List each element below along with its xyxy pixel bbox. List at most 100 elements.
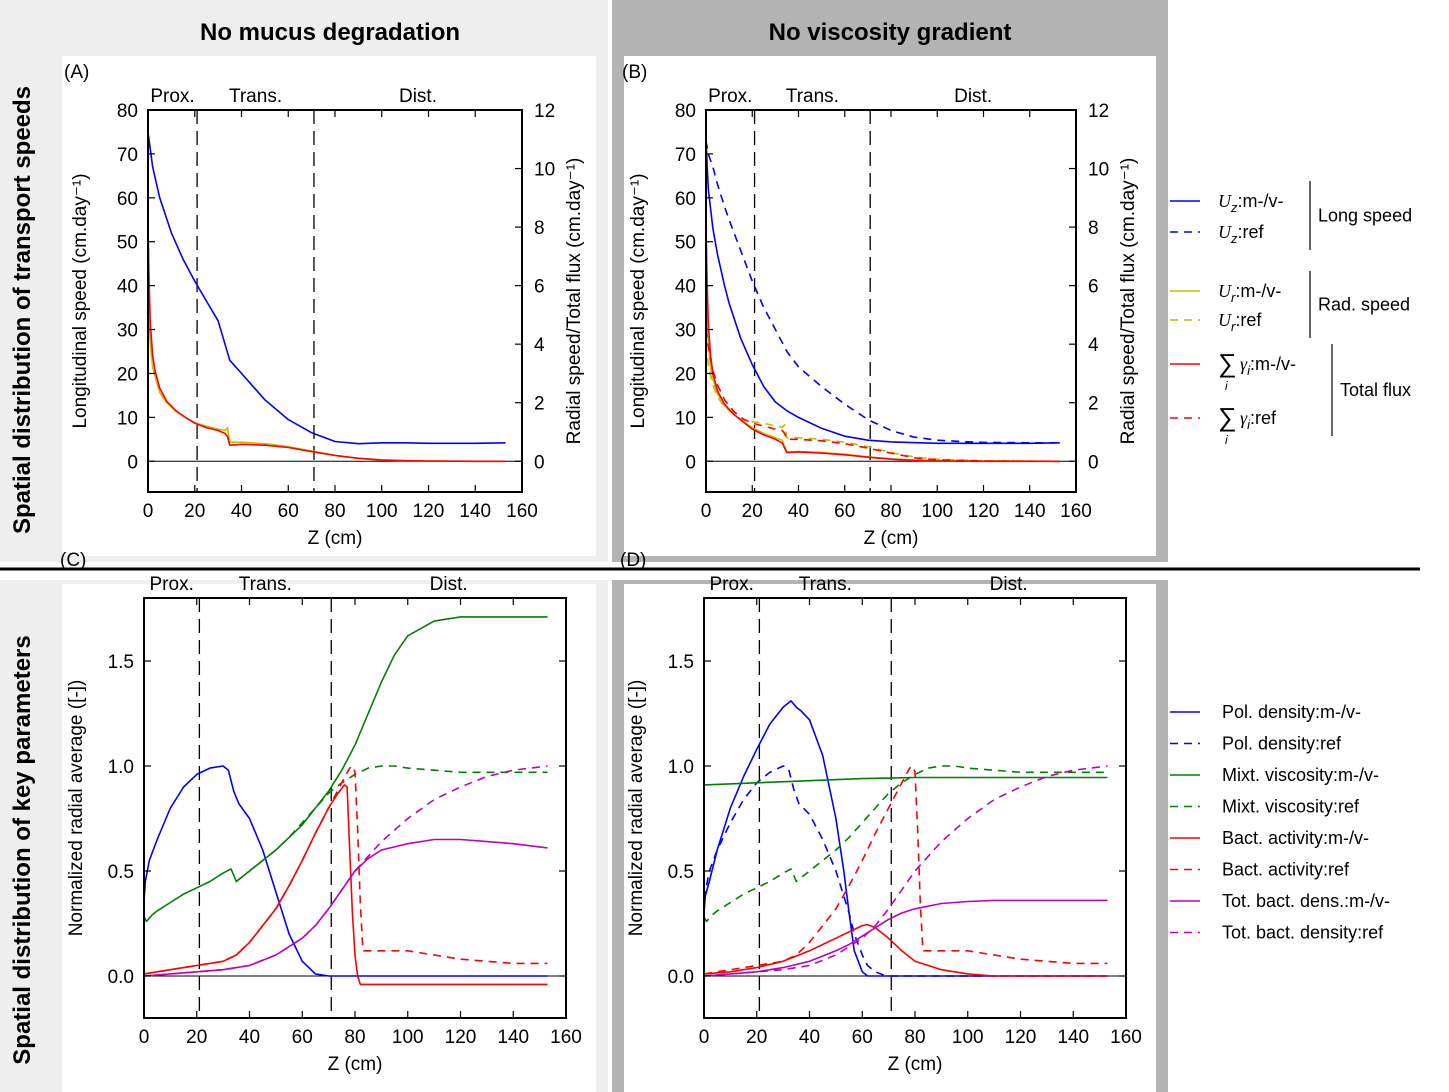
y-tick-label: 10	[675, 408, 696, 429]
y2-tick-label: 10	[534, 160, 555, 181]
x-tick-label: 120	[968, 501, 1000, 522]
x-tick-label: 120	[413, 501, 445, 522]
y2-tick-label: 12	[1088, 101, 1109, 122]
series-line	[703, 923, 1108, 977]
legend-entry: Mixt. viscosity:ref	[1170, 797, 1360, 817]
y-axis-label: Normalized radial average ([-])	[626, 680, 647, 937]
x-tick-label: 40	[231, 501, 252, 522]
y2-axis-label: Radial speed/Total flux (cm.day⁻¹)	[1118, 158, 1139, 445]
y-tick-label: 0	[685, 452, 696, 473]
series-line	[143, 765, 548, 977]
x-tick-label: 40	[239, 1027, 260, 1048]
x-tick-label: 0	[143, 501, 154, 522]
region-label: Prox.	[710, 574, 754, 595]
chart-b: Prox. Trans. Dist.(B)0 20 40 60 80 100 120 140 160…	[622, 62, 1139, 549]
y-tick-label: 80	[117, 101, 138, 122]
series-line	[703, 899, 1108, 977]
x-tick-label: 80	[344, 1027, 365, 1048]
y2-tick-label: 10	[1088, 160, 1109, 181]
y-tick-label: 40	[675, 277, 696, 298]
x-tick-label: 160	[506, 501, 538, 522]
y-tick-label: 1.5	[108, 652, 134, 673]
row-title-bottom: Spatial distribution of key parameters	[9, 635, 36, 1064]
series-line	[705, 227, 1060, 463]
panel-label: (B)	[622, 62, 647, 83]
x-tick-label: 60	[834, 501, 855, 522]
region-label: Prox.	[150, 86, 194, 107]
legend-group: Uz:m-/v- Uz:ref Long speed	[1170, 181, 1412, 250]
y2-tick-label: 8	[534, 218, 545, 239]
y-tick-label: 1.5	[668, 652, 694, 673]
x-tick-label: 80	[880, 501, 901, 522]
charts: Prox. Trans. Dist.(A)0 20 40 60 80 100 120 140 160…	[60, 62, 1142, 1075]
x-axis-label: Z (cm)	[308, 528, 363, 549]
y-tick-label: 0.5	[108, 862, 134, 883]
region-label: Prox.	[150, 574, 194, 595]
legend-sum-symbol: ∑	[1218, 402, 1237, 432]
y-tick-label: 1.0	[108, 757, 134, 778]
y-axis-label: Longitudinal speed (cm.day⁻¹)	[628, 173, 649, 428]
y2-tick-label: 2	[534, 394, 545, 415]
series-line	[703, 700, 1108, 977]
series-line	[147, 131, 506, 445]
legend-group: Ur:m-/v- Ur:ref Rad. speed	[1170, 271, 1410, 338]
legend-entry: Bact. activity:ref	[1170, 860, 1350, 880]
x-tick-label: 140	[1014, 501, 1046, 522]
region-label: Dist.	[990, 574, 1028, 595]
legend-entry-label: Mixt. viscosity:ref	[1222, 797, 1360, 817]
legend-entry-label: Uz:ref	[1218, 222, 1265, 246]
x-axis-label: Z (cm)	[888, 1054, 943, 1075]
y2-tick-label: 12	[534, 101, 555, 122]
y-tick-label: 60	[117, 189, 138, 210]
y-tick-label: 20	[117, 364, 138, 385]
panel-label: (A)	[64, 62, 89, 83]
legend-group-label: Long speed	[1318, 206, 1412, 226]
legend-entry-label: Bact. activity:ref	[1222, 860, 1350, 880]
legend-entry: Bact. activity:m-/v-	[1170, 828, 1369, 848]
region-label: Dist.	[430, 574, 468, 595]
y2-tick-label: 0	[1088, 452, 1099, 473]
x-tick-label: 40	[799, 1027, 820, 1048]
y2-tick-label: 6	[534, 277, 545, 298]
x-tick-label: 60	[852, 1027, 873, 1048]
y-tick-label: 50	[117, 233, 138, 254]
x-axis-label: Z (cm)	[328, 1054, 383, 1075]
series-line	[147, 227, 506, 463]
region-label: Prox.	[708, 86, 752, 107]
legend-entry-label: γi:ref	[1240, 408, 1277, 432]
x-tick-label: 120	[445, 1027, 477, 1048]
x-tick-label: 140	[1057, 1027, 1089, 1048]
region-label: Trans.	[799, 574, 852, 595]
legend-entry: Tot. bact. density:ref	[1170, 923, 1384, 943]
y-tick-label: 60	[675, 189, 696, 210]
legend-entry-label: Mixt. viscosity:m-/v-	[1222, 765, 1379, 785]
x-tick-label: 20	[186, 1027, 207, 1048]
legend-entry-label: Bact. activity:m-/v-	[1222, 828, 1369, 848]
y2-tick-label: 4	[1088, 335, 1099, 356]
x-tick-label: 160	[550, 1027, 582, 1048]
x-tick-label: 20	[746, 1027, 767, 1048]
legend-group-label: Rad. speed	[1318, 295, 1410, 315]
legend-sum-symbol: ∑	[1218, 348, 1237, 378]
y2-tick-label: 8	[1088, 218, 1099, 239]
x-tick-label: 140	[497, 1027, 529, 1048]
y2-tick-label: 0	[534, 452, 545, 473]
x-tick-label: 100	[952, 1027, 984, 1048]
x-tick-label: 40	[788, 501, 809, 522]
y-tick-label: 30	[117, 321, 138, 342]
legend-entry: Pol. density:ref	[1170, 734, 1342, 754]
legend-entry-label: Pol. density:ref	[1222, 734, 1342, 754]
x-tick-label: 100	[366, 501, 398, 522]
legend-entry-label: Ur:m-/v-	[1218, 281, 1281, 305]
y2-axis-label: Radial speed/Total flux (cm.day⁻¹)	[564, 158, 585, 445]
chart-a: Prox. Trans. Dist.(A)0 20 40 60 80 100 120 140 160…	[64, 62, 585, 549]
region-label: Trans.	[229, 86, 282, 107]
x-tick-label: 80	[904, 1027, 925, 1048]
y-tick-label: 30	[675, 321, 696, 342]
region-label: Dist.	[954, 86, 992, 107]
x-axis-label: Z (cm)	[864, 528, 919, 549]
legend-key-parameters: Pol. density:m-/v- Pol. density:ref Mixt. …	[1170, 702, 1390, 943]
series-line	[703, 765, 1108, 975]
legend-entry: Mixt. viscosity:m-/v-	[1170, 765, 1379, 785]
